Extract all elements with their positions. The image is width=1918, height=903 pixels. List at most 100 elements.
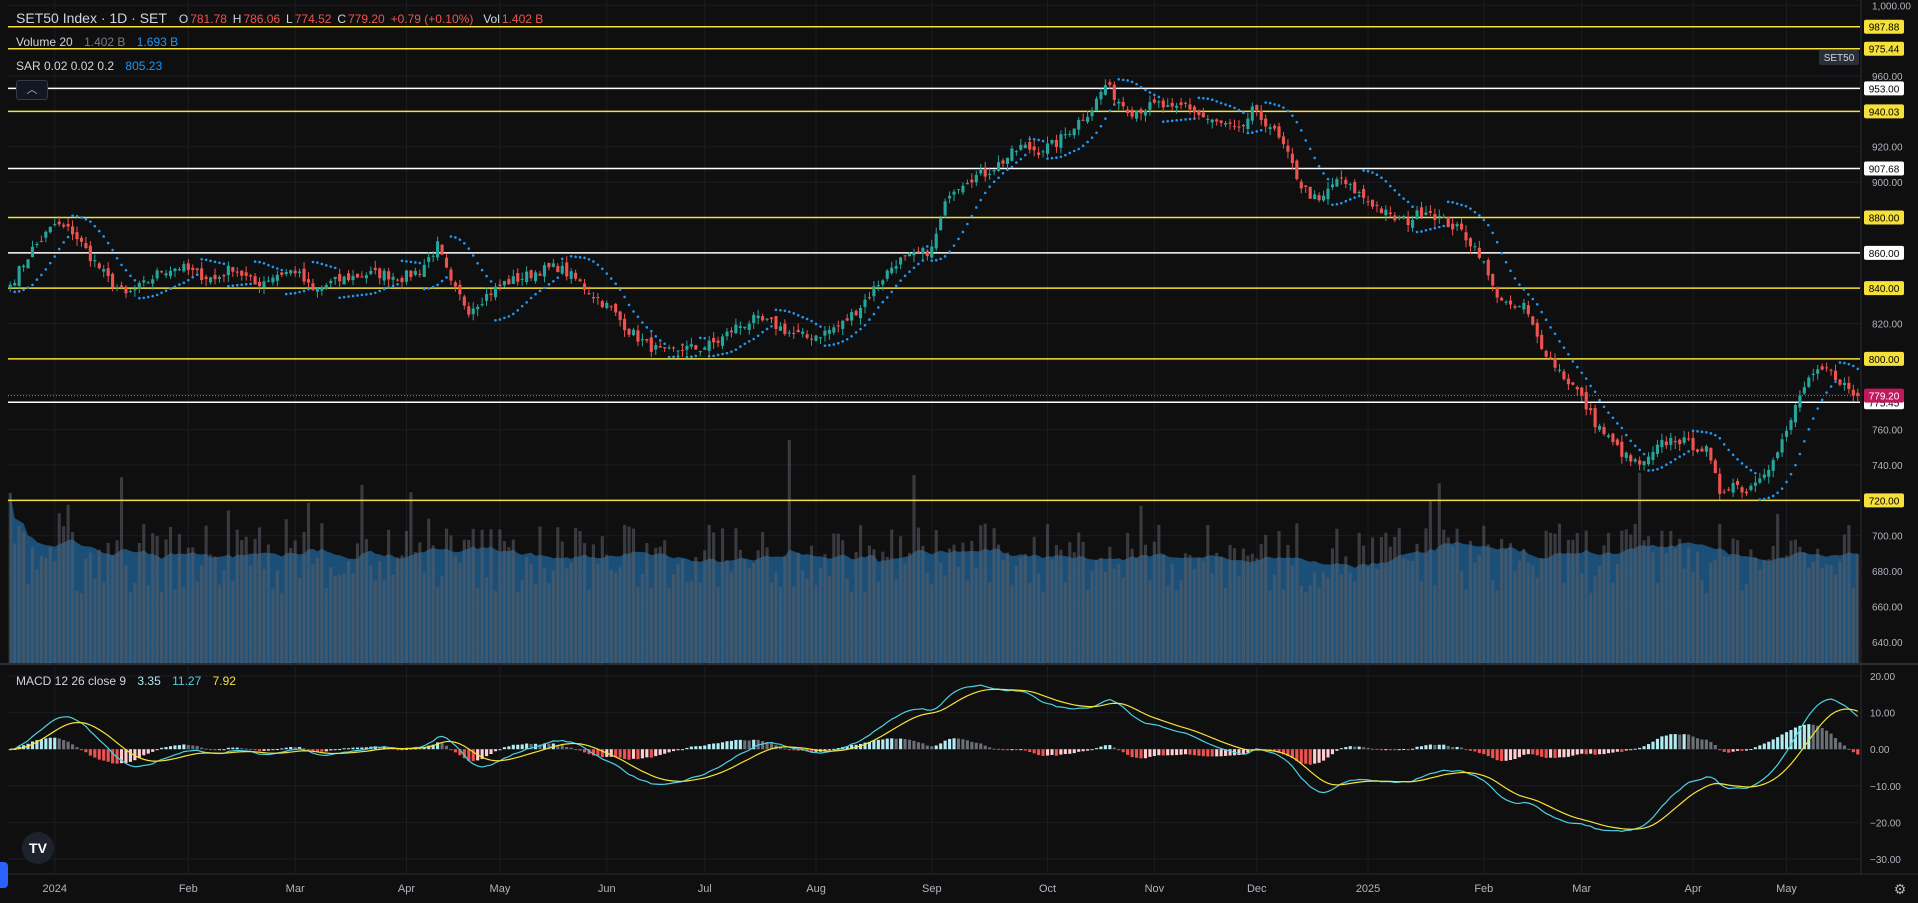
macd-hist-bar <box>618 749 622 758</box>
candle-body <box>600 301 604 308</box>
candle-body <box>1451 223 1455 230</box>
sar-dot <box>1153 93 1156 97</box>
candle-body <box>850 312 854 321</box>
macd-hist-bar <box>511 744 515 750</box>
sar-dot <box>1544 318 1548 322</box>
sar-dot <box>1433 226 1437 230</box>
candle-body <box>890 267 894 274</box>
macd-hist-bar <box>582 749 587 753</box>
macd-hist-bar <box>1651 741 1655 750</box>
candle-body <box>1175 105 1179 108</box>
volume-bar <box>436 587 440 663</box>
candle-body <box>1615 439 1619 445</box>
candle-body <box>476 306 480 310</box>
volume-bar <box>1277 531 1281 663</box>
sar-dot <box>1380 176 1383 180</box>
volume-bar <box>943 575 947 663</box>
macd-hist-bar <box>79 749 84 751</box>
volume-bar <box>1673 548 1677 663</box>
volume-bar <box>1816 548 1820 663</box>
candle-body <box>1402 216 1406 218</box>
macd-hist-bar <box>364 747 368 750</box>
candle-body <box>257 281 262 287</box>
sar-dot <box>1740 462 1744 465</box>
sar-dot <box>138 296 141 300</box>
sar-dot <box>921 259 925 262</box>
candle-body <box>1709 447 1713 461</box>
volume-bar <box>1099 557 1103 663</box>
candle-body <box>311 283 315 291</box>
macd-hist-bar <box>44 738 48 750</box>
macd-hist-bar <box>1037 749 1041 756</box>
volume-bar <box>1526 562 1530 663</box>
volume-bar <box>1370 537 1375 663</box>
macd-hist-bar <box>556 744 560 750</box>
macd-hist-bar <box>1152 749 1156 757</box>
volume-bar <box>1081 541 1085 663</box>
candle-body <box>182 264 186 272</box>
volume-bar <box>1664 552 1668 663</box>
volume-bar <box>778 587 782 663</box>
candle-body <box>658 346 662 348</box>
volume-bar <box>1535 577 1539 663</box>
candle-body <box>1192 106 1196 113</box>
macd-legend[interactable]: MACD 12 26 close 9 3.35 11.27 7.92 <box>16 674 238 688</box>
volume-bar <box>1175 589 1179 663</box>
volume-bar <box>395 557 400 663</box>
sar-dot <box>1255 130 1259 133</box>
volume-legend[interactable]: Volume 20 1.402 B 1.693 B <box>16 35 180 49</box>
candle-body <box>1459 223 1464 230</box>
sar-legend[interactable]: SAR 0.02 0.02 0.2 805.23 <box>16 59 164 73</box>
candle-body <box>1304 185 1308 187</box>
macd-hist-bar <box>1139 749 1143 759</box>
macd-hist-bar <box>1851 749 1855 753</box>
sar-dot <box>1139 85 1143 89</box>
sar-dot <box>1700 430 1704 434</box>
volume-bar <box>62 526 66 663</box>
symbol-title[interactable]: SET50 Index · 1D · SET <box>16 10 167 26</box>
collapse-legend-button[interactable]: ︿ <box>16 80 48 100</box>
sar-dot <box>1624 433 1628 437</box>
sar-dot <box>1371 171 1374 174</box>
volume-bar <box>623 524 627 663</box>
sar-dot <box>66 235 70 239</box>
sar-dot <box>770 324 773 328</box>
macd-hist-bar <box>177 745 181 750</box>
sar-dot <box>169 287 172 291</box>
sar-dot <box>961 230 965 234</box>
macd-hist-bar <box>289 747 293 750</box>
candle-body <box>253 276 257 285</box>
macd-hist-bar <box>1411 748 1415 750</box>
candle-body <box>142 280 146 283</box>
pane-drag-handle[interactable] <box>0 862 8 888</box>
sar-legend-label: SAR 0.02 0.02 0.2 <box>16 59 115 73</box>
candle-body <box>489 293 493 296</box>
volume-bar <box>1295 523 1299 663</box>
candle-body <box>1290 153 1294 164</box>
candle-body <box>1718 473 1722 494</box>
candle-body <box>1411 219 1415 228</box>
macd-hist-bar <box>53 737 57 750</box>
volume-bar <box>1451 546 1455 663</box>
candle-body <box>1135 111 1139 119</box>
volume-bar <box>369 565 373 663</box>
gear-icon[interactable]: ⚙ <box>1893 881 1907 897</box>
candle-body <box>1348 183 1352 185</box>
volume-bar <box>182 587 186 663</box>
sar-dot <box>979 198 983 202</box>
macd-hist-bar <box>823 749 827 751</box>
candle-body <box>1784 430 1789 437</box>
sar-dot <box>1807 428 1811 431</box>
tradingview-logo[interactable]: TV <box>22 832 54 864</box>
sar-dot <box>636 315 640 318</box>
candle-body <box>1776 452 1780 458</box>
volume-bar <box>115 540 119 663</box>
time-tick-label: Sep <box>922 883 942 895</box>
sar-dot <box>1678 455 1681 458</box>
candle-body <box>1206 118 1210 120</box>
volume-bar <box>1584 530 1588 663</box>
sar-dot <box>592 260 595 263</box>
sar-dot <box>1064 153 1067 157</box>
macd-hist-bar <box>1308 749 1312 765</box>
